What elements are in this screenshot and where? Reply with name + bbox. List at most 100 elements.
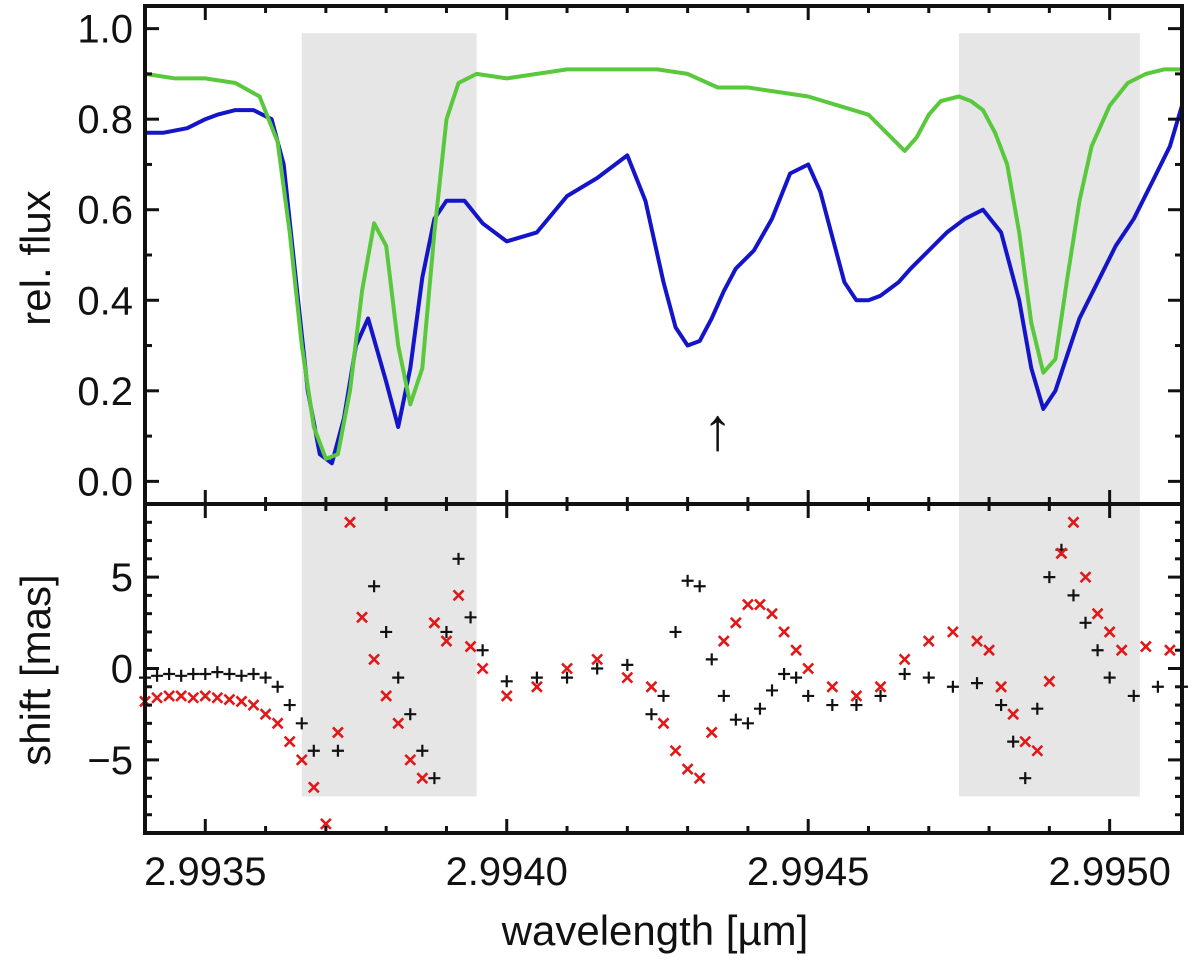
- cross-marker: [850, 689, 863, 702]
- plus-marker: [235, 669, 248, 682]
- cross-marker: [368, 653, 381, 666]
- cross-marker: [874, 680, 887, 693]
- plus-marker: [790, 671, 803, 684]
- blue-spectrum-line: [145, 105, 1184, 466]
- shaded-region-1: [301, 33, 477, 797]
- plus-marker: [802, 689, 815, 702]
- plus-marker: [850, 699, 863, 712]
- plus-marker: [464, 611, 477, 624]
- cross-marker: [440, 635, 453, 648]
- cross-marker: [983, 644, 995, 657]
- arrow-annotation: ↑: [703, 396, 733, 463]
- plus-marker: [898, 667, 911, 680]
- plus-marker: [1103, 671, 1116, 684]
- cross-marker: [1043, 675, 1056, 688]
- cross-marker: [476, 662, 489, 675]
- plus-marker: [1151, 680, 1164, 693]
- cross-marker: [1079, 571, 1092, 584]
- plus-marker: [428, 772, 441, 785]
- cross-marker: [307, 781, 320, 794]
- cross-marker: [778, 626, 791, 638]
- cross-marker: [452, 589, 465, 602]
- cross-marker: [826, 680, 839, 693]
- plus-marker: [1127, 689, 1140, 702]
- plus-marker: [416, 744, 429, 757]
- cross-marker: [1055, 547, 1068, 560]
- cross-marker: [392, 717, 405, 730]
- cross-marker: [669, 744, 682, 757]
- plus-marker: [778, 667, 791, 680]
- cross-marker: [163, 689, 176, 702]
- cross-marker: [187, 691, 200, 704]
- x-tick-label: 2.9945: [747, 850, 869, 894]
- cross-marker: [211, 691, 224, 704]
- cross-marker: [199, 689, 212, 702]
- y-tick-label: 0.6: [77, 189, 133, 233]
- outer-frame: [143, 4, 1184, 835]
- x-tick-label: 2.9935: [144, 850, 266, 894]
- cross-marker: [259, 708, 272, 721]
- cross-marker: [1067, 516, 1080, 529]
- plus-marker: [1007, 735, 1020, 748]
- plus-marker: [1043, 571, 1056, 584]
- cross-marker: [500, 689, 513, 702]
- y-tick-label: 5: [111, 556, 133, 600]
- axes-frames: [143, 4, 1184, 835]
- plus-marker: [530, 671, 543, 684]
- plus-marker: [223, 667, 236, 680]
- plus-marker: [259, 671, 272, 684]
- plus-marker: [271, 680, 284, 693]
- plus-marker: [1079, 616, 1092, 629]
- cross-marker: [741, 598, 754, 611]
- cross-marker: [621, 671, 634, 684]
- cross-marker: [247, 699, 260, 711]
- plus-marker: [211, 666, 224, 679]
- cross-marker: [271, 717, 284, 730]
- cross-marker: [971, 635, 983, 648]
- cross-marker: [356, 611, 368, 624]
- cross-marker: [1019, 735, 1032, 748]
- top-ylabel: rel. flux: [12, 190, 59, 325]
- plus-marker: [163, 667, 176, 680]
- cross-marker: [898, 653, 911, 666]
- plus-marker: [874, 689, 887, 702]
- cross-marker: [681, 763, 694, 775]
- tick-labels: 0.0 0.2 0.4 0.6 0.8 1.0 −5 0 5 2.9935 2.9940 2.9945…: [77, 8, 1170, 894]
- cross-marker: [428, 616, 441, 629]
- plus-marker: [621, 658, 634, 671]
- cross-marker: [705, 726, 718, 739]
- y-tick-label: 1.0: [77, 8, 133, 52]
- plus-marker: [500, 675, 513, 688]
- cross-marker: [1091, 607, 1104, 620]
- y-tick-label: −5: [87, 739, 133, 783]
- y-tick-label: 0.8: [77, 98, 133, 142]
- cross-marker: [1007, 708, 1020, 721]
- cross-marker: [922, 635, 935, 648]
- shaded-region-2: [958, 33, 1140, 797]
- cross-marker: [344, 516, 356, 529]
- green-spectrum-line: [144, 67, 1182, 461]
- y-tick-label: 0.0: [77, 460, 133, 504]
- cross-marker: [657, 717, 670, 730]
- cross-marker: [283, 735, 296, 748]
- bottom-ylabel: shift [mas]: [12, 574, 59, 765]
- cross-marker: [1103, 626, 1116, 638]
- cross-marker: [729, 616, 742, 629]
- plus-marker: [1019, 772, 1032, 785]
- spectrum-lines: [144, 67, 1184, 466]
- plus-marker: [380, 625, 393, 638]
- cross-marker: [175, 689, 188, 702]
- cross-marker: [464, 640, 477, 653]
- cross-marker: [790, 644, 803, 657]
- plus-marker: [1067, 589, 1080, 602]
- plus-marker: [440, 625, 453, 638]
- cross-marker: [766, 607, 778, 620]
- cross-marker: [319, 817, 332, 830]
- y-tick-label: 0: [111, 648, 133, 692]
- cross-marker: [946, 626, 959, 638]
- cross-marker: [1164, 644, 1176, 657]
- plus-marker: [307, 744, 320, 757]
- plus-marker: [681, 574, 694, 587]
- plus-marker: [753, 702, 766, 715]
